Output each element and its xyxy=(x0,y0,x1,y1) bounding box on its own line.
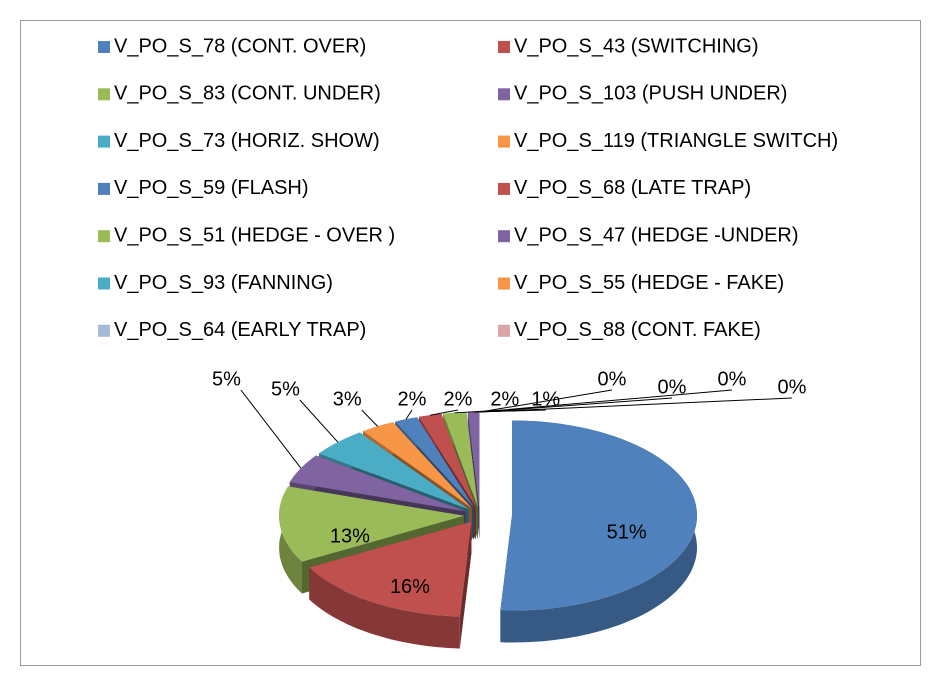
leader-line xyxy=(361,409,379,427)
slice xyxy=(443,412,478,508)
slice xyxy=(363,422,472,509)
legend-swatch xyxy=(498,88,510,101)
data-label: 5% xyxy=(212,368,241,390)
slice xyxy=(319,432,469,510)
data-label: 0% xyxy=(598,368,627,390)
legend-swatch xyxy=(498,135,510,148)
legend-label: V_PO_S_93 (FANNING) xyxy=(114,272,333,294)
data-label: 0% xyxy=(778,376,807,398)
data-label: 2% xyxy=(444,388,473,410)
leader-line xyxy=(479,389,733,413)
slice xyxy=(279,486,465,562)
legend-label: V_PO_S_83 (CONT. UNDER) xyxy=(114,83,381,105)
data-label: 3% xyxy=(333,388,362,410)
data-label: 1% xyxy=(531,388,560,410)
slice xyxy=(289,455,466,512)
slice xyxy=(309,521,472,617)
legend-label: V_PO_S_78 (CONT. OVER) xyxy=(114,35,366,57)
leader-line xyxy=(429,409,459,416)
legend-label: V_PO_S_119 (TRIANGLE SWITCH) xyxy=(514,130,838,152)
slice xyxy=(467,412,480,507)
data-label: 0% xyxy=(718,368,747,390)
legend-label: V_PO_S_47 (HEDGE -UNDER) xyxy=(514,224,799,246)
slice xyxy=(418,413,476,508)
legend-swatch xyxy=(498,182,510,195)
legend-swatch xyxy=(98,230,110,243)
leader-line xyxy=(405,409,413,420)
data-label: 2% xyxy=(490,388,519,410)
slice xyxy=(395,417,475,508)
legend-label: V_PO_S_68 (LATE TRAP) xyxy=(514,177,751,199)
legend-swatch xyxy=(98,182,110,195)
leader-line xyxy=(479,397,793,413)
legend-swatch xyxy=(498,324,510,337)
leader-line xyxy=(240,389,302,469)
legend-swatch xyxy=(498,277,510,290)
data-label: 16% xyxy=(390,576,430,598)
leader-line xyxy=(479,389,613,413)
data-label: 13% xyxy=(330,526,370,548)
legend-swatch xyxy=(98,135,110,148)
data-label: 5% xyxy=(271,378,300,400)
legend-label: V_PO_S_88 (CONT. FAKE) xyxy=(514,319,761,341)
pie-tops xyxy=(279,412,697,617)
slice xyxy=(500,420,697,611)
legend-swatch xyxy=(98,324,110,337)
legend-label: V_PO_S_59 (FLASH) xyxy=(114,177,309,199)
legend-label: V_PO_S_64 (EARLY TRAP) xyxy=(114,319,366,341)
legend-swatch xyxy=(498,230,510,243)
data-label: 2% xyxy=(398,388,427,410)
legend-swatch xyxy=(98,41,110,53)
legend-label: V_PO_S_73 (HORIZ. SHOW) xyxy=(114,130,380,152)
data-label: 51% xyxy=(607,522,647,544)
legend-label: V_PO_S_55 (HEDGE - FAKE) xyxy=(514,272,784,294)
legend-label: V_PO_S_51 (HEDGE - OVER ) xyxy=(114,224,395,246)
legend-swatch xyxy=(498,41,510,53)
data-label: 0% xyxy=(658,376,687,398)
chart-border xyxy=(20,20,921,666)
legend-label: V_PO_S_103 (PUSH UNDER) xyxy=(514,83,787,105)
leader-line xyxy=(299,399,339,443)
legend-label: V_PO_S_43 (SWITCHING) xyxy=(514,35,759,57)
slice-wall xyxy=(309,567,460,649)
legend-swatch xyxy=(98,88,110,101)
legend-swatch xyxy=(98,277,110,290)
